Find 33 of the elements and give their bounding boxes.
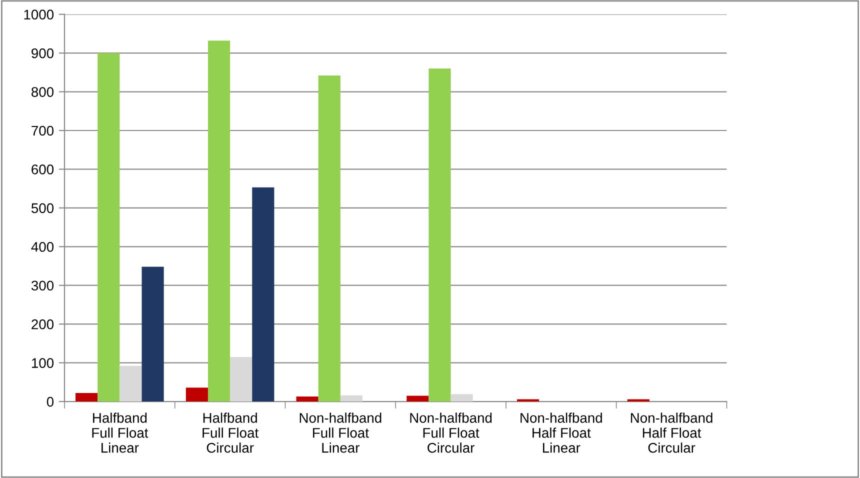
y-tick-label: 300 [31,280,54,291]
y-tick-label: 800 [32,87,54,97]
x-tick-label: Halfband Full Float Circular [202,412,259,453]
x-tick-label: Non-halfband Half Float Linear [520,412,602,453]
y-tick-label: 1000 [24,10,54,20]
bar [230,356,252,402]
bar [406,396,429,402]
y-tick-label: 900 [32,48,54,58]
y-tick-label: 100 [32,358,54,368]
bar [428,68,451,402]
bar [76,393,98,402]
bar [296,396,318,402]
x-tick-label: Halfband Full Float Linear [92,412,148,453]
bar [98,53,120,402]
bar [252,187,274,402]
bar [120,366,142,402]
x-tick-label: Non-halfband Full Float Circular [410,412,492,453]
x-tick-label: Non-halfband Full Float Linear [300,412,382,453]
y-tick-label: 400 [31,242,54,252]
y-tick-label: 500 [31,203,54,214]
y-tick-label: 600 [32,164,54,174]
bar [517,399,540,402]
bar [627,399,650,402]
y-tick-label: 200 [32,319,54,330]
bar [208,40,230,402]
bar [186,388,208,402]
bar [142,266,164,402]
y-tick-label: 700 [32,126,54,136]
y-tick-label: 0 [46,396,54,407]
bar [318,76,340,402]
bar [450,394,473,402]
bar [340,395,362,402]
x-tick-label: Non-halfband Half Float Circular [630,412,712,453]
